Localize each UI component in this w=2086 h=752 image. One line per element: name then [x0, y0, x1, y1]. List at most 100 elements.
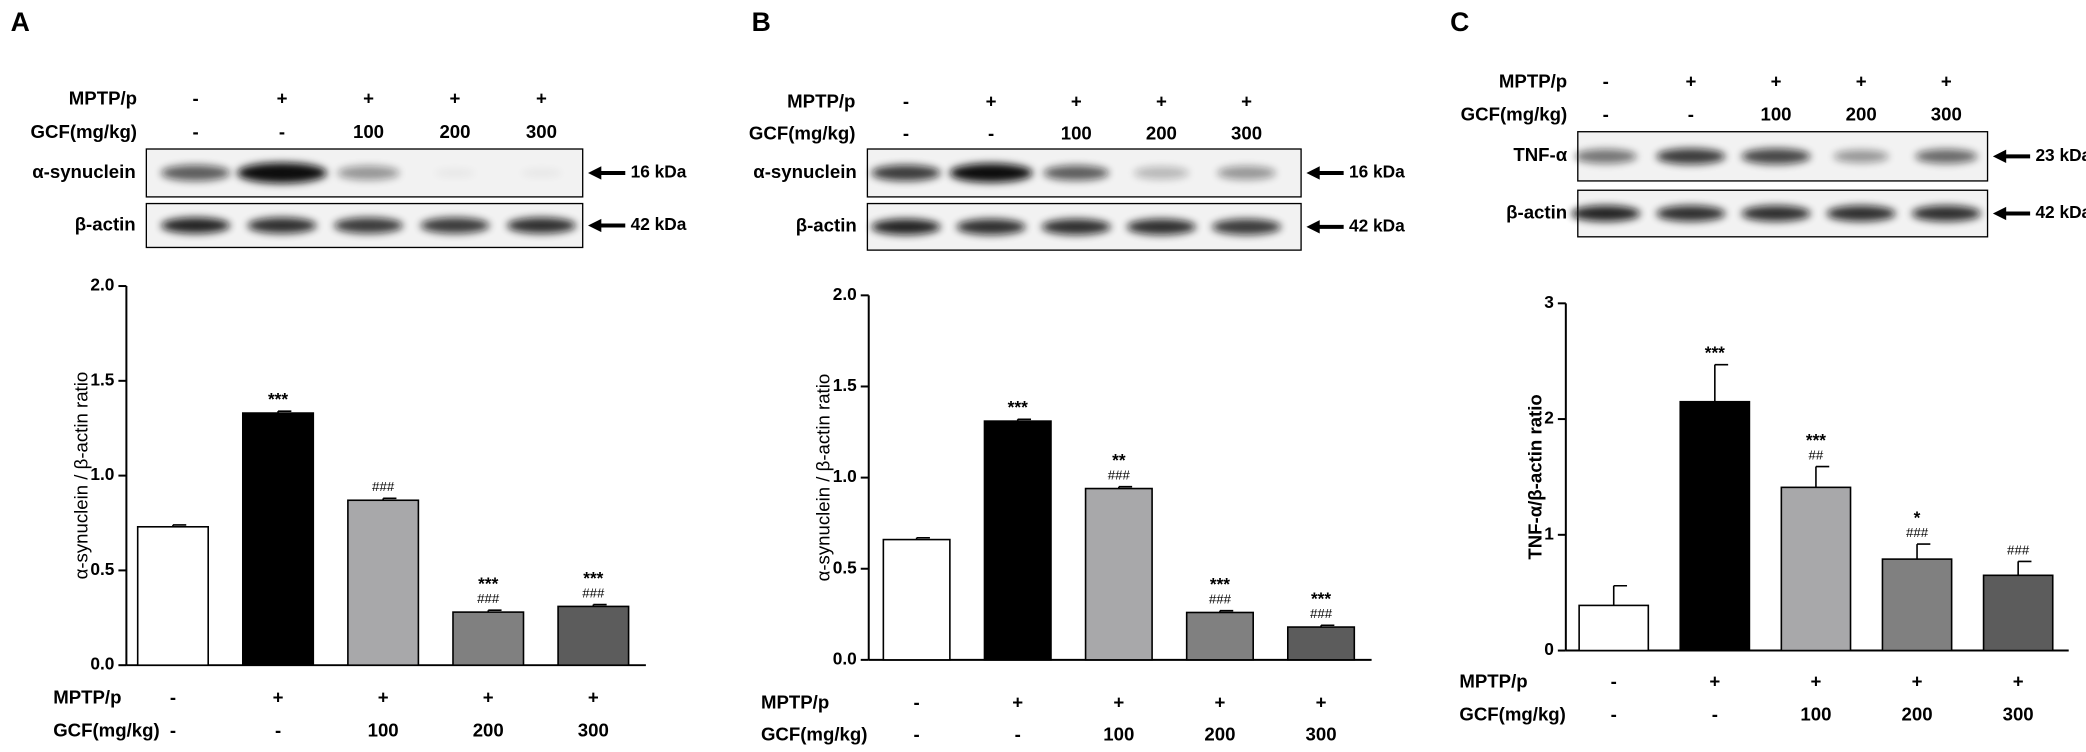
- significance-label: ***: [268, 389, 288, 409]
- x-tick-label: -: [1611, 704, 1617, 725]
- bar: [1780, 486, 1852, 652]
- error-bar: [1016, 418, 1032, 422]
- y-axis-title: TNF-α/β-actin ratio: [1524, 394, 1545, 559]
- blot-band: [1915, 149, 1978, 164]
- bar: [136, 525, 209, 666]
- error-bar: [1118, 485, 1133, 489]
- y-tick-label: 0.0: [833, 648, 857, 668]
- x-row-label: MPTP/p: [53, 686, 121, 707]
- blot-column-label: 300: [1231, 122, 1262, 143]
- blot-column-label: -: [903, 122, 909, 143]
- x-tick-label: 200: [1204, 724, 1235, 745]
- significance-label: ###: [1108, 468, 1131, 483]
- y-tick-label: 2.0: [90, 275, 114, 295]
- error-bar: [1916, 543, 1931, 560]
- blot-band: [1911, 205, 1981, 222]
- blot-band: [1217, 166, 1276, 180]
- significance-label: ###: [1906, 525, 1929, 540]
- blot-band: [434, 168, 476, 178]
- blot-label: β-actin: [796, 215, 857, 236]
- x-tick-label: +: [1811, 670, 1822, 691]
- x-row-label: GCF(mg/kg): [53, 720, 159, 741]
- blot-band: [1574, 149, 1637, 164]
- x-tick-label: 300: [2003, 704, 2034, 725]
- x-tick-label: -: [1712, 704, 1718, 725]
- blot-marker: 23 kDa: [2035, 145, 2086, 165]
- blot-column-label: -: [192, 121, 198, 142]
- blot-band: [1833, 149, 1889, 163]
- blot-column-label: 100: [1760, 104, 1791, 125]
- y-axis-title: α-synuclein / β-actin ratio: [813, 374, 834, 582]
- x-tick-label: 100: [1800, 704, 1831, 725]
- x-tick-label: +: [483, 686, 494, 707]
- blot-column-label: -: [903, 90, 909, 111]
- blot-column-label: +: [1241, 90, 1252, 111]
- x-tick-label: +: [2013, 670, 2024, 691]
- y-tick-label: 0.0: [90, 654, 114, 674]
- x-tick-label: -: [914, 692, 920, 713]
- significance-label: ###: [582, 585, 605, 600]
- significance-label: ##: [1809, 447, 1824, 462]
- blot-band: [1041, 218, 1111, 235]
- x-tick-label: -: [1015, 724, 1021, 745]
- error-bar: [592, 603, 607, 607]
- significance-label: ***: [1311, 589, 1331, 609]
- blot-band: [1656, 148, 1726, 165]
- blot-arrow: [588, 166, 626, 180]
- blot-band: [333, 217, 404, 234]
- error-bar: [915, 536, 930, 540]
- y-tick-label: 3: [1544, 292, 1554, 312]
- y-tick-label: 0.5: [90, 559, 114, 579]
- significance-label: ***: [478, 573, 498, 593]
- x-row-label: MPTP/p: [761, 692, 829, 713]
- blot-arrow: [588, 218, 626, 233]
- blot-band: [1043, 165, 1110, 181]
- error-bar: [1219, 609, 1234, 613]
- blot-column-label: +: [277, 88, 288, 109]
- x-tick-label: +: [1012, 692, 1023, 713]
- error-bar: [277, 410, 292, 414]
- blot-column-label: +: [363, 88, 374, 109]
- significance-label: ###: [1209, 592, 1232, 607]
- blot-arrow: [1992, 149, 2031, 163]
- significance-label: ###: [477, 591, 500, 606]
- significance-label: ***: [1806, 430, 1826, 450]
- blot-band: [1741, 205, 1811, 222]
- blot-column-label: 100: [353, 121, 384, 142]
- blot-column-label: +: [1941, 70, 1952, 91]
- bar: [1982, 574, 2054, 652]
- x-tick-label: 300: [1306, 724, 1337, 745]
- y-tick-label: 2.0: [833, 284, 857, 304]
- blot-arrow: [1992, 206, 2031, 221]
- blot-band: [949, 163, 1033, 183]
- error-bar: [172, 524, 187, 527]
- blot-band: [1126, 218, 1196, 235]
- blot-column-label: +: [1071, 90, 1082, 111]
- blot-column-label: +: [1856, 70, 1867, 91]
- x-tick-label: 300: [578, 720, 609, 741]
- bar: [1185, 611, 1254, 661]
- blot-band: [1571, 205, 1641, 222]
- bar: [452, 611, 525, 666]
- blot-label: α-synuclein: [753, 161, 856, 182]
- panel: B MPTP/p - + + + + GCF(mg/kg) - - 100 200 300 α-synuc…: [749, 7, 1405, 745]
- blot-label: TNF-α: [1513, 144, 1567, 165]
- blot-band: [1741, 148, 1811, 165]
- blot-column-label: 300: [526, 121, 557, 142]
- panel-label: B: [752, 7, 771, 37]
- x-tick-label: +: [1215, 692, 1226, 713]
- x-tick-label: +: [1709, 670, 1720, 691]
- blot-arrow: [1306, 166, 1344, 180]
- y-tick-label: 0.5: [833, 557, 857, 577]
- blot-band: [520, 168, 563, 178]
- significance-label: *: [1914, 507, 1921, 527]
- blot-column-label: 200: [1146, 122, 1177, 143]
- bar: [1881, 558, 1953, 652]
- x-row-label: MPTP/p: [1459, 670, 1527, 691]
- significance-label: ###: [2007, 542, 2030, 557]
- bar: [1084, 487, 1153, 661]
- blot-marker: 42 kDa: [2035, 202, 2086, 222]
- significance-label: ###: [372, 479, 395, 494]
